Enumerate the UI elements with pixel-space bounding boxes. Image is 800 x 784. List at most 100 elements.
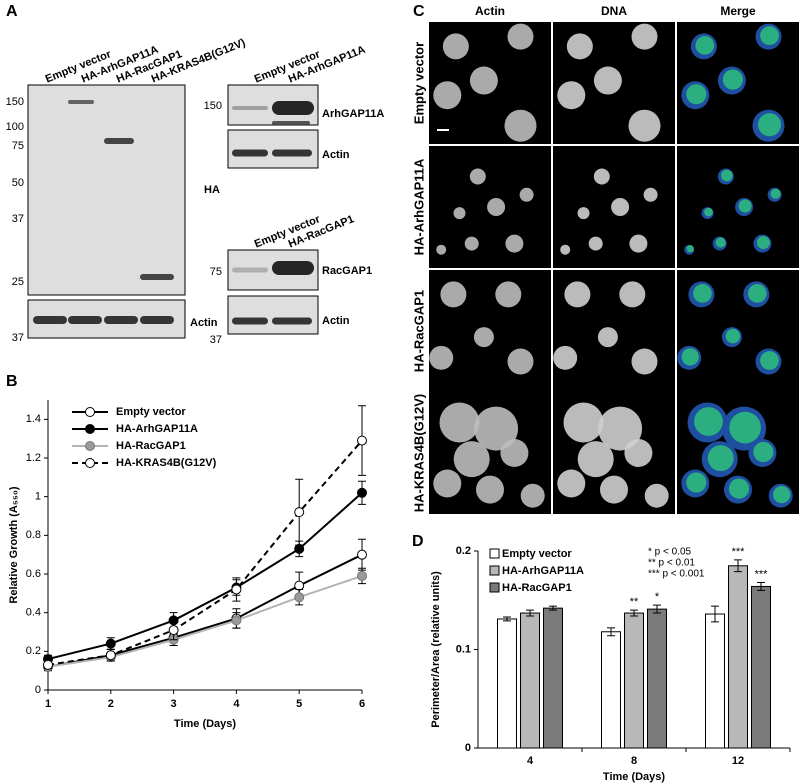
row-label: Empty vector [411, 42, 426, 124]
band-label: RacGAP1 [322, 265, 372, 277]
cell [464, 236, 479, 251]
band [68, 100, 94, 104]
y-axis-label: Perimeter/Area (relative units) [430, 571, 442, 728]
cell [433, 81, 462, 110]
data-point [294, 592, 305, 603]
data-point [231, 615, 242, 626]
cell [722, 69, 743, 90]
cell [453, 441, 490, 478]
data-point [357, 487, 367, 498]
data-point [105, 650, 116, 661]
significance-key: *** p < 0.001 [648, 569, 705, 580]
data-point [294, 507, 305, 518]
cell [628, 109, 661, 142]
x-tick-label: 12 [732, 755, 744, 767]
data-point [105, 638, 116, 649]
band [272, 261, 314, 275]
band [104, 316, 138, 324]
column-header: Actin [475, 4, 505, 18]
cell [729, 411, 761, 444]
cell [439, 402, 480, 443]
cell [725, 328, 741, 344]
data-point [294, 580, 305, 591]
band-label: Actin [322, 149, 350, 161]
band [272, 149, 312, 157]
cell [474, 406, 519, 451]
cell [500, 439, 529, 467]
y-tick-label: 1 [35, 491, 41, 503]
series-line [47, 492, 363, 661]
error-bar [734, 559, 742, 573]
blot [227, 129, 319, 169]
band [33, 316, 67, 324]
cell [760, 351, 779, 370]
legend-label: HA-RacGAP1 [502, 582, 572, 594]
legend-swatch [85, 407, 95, 417]
legend-swatch [85, 458, 95, 468]
y-tick-label: 1.4 [26, 413, 41, 425]
data-point [43, 659, 53, 670]
series-line [47, 553, 363, 668]
cell [507, 23, 534, 50]
cell [693, 284, 712, 303]
band [140, 274, 174, 280]
cell [600, 475, 628, 504]
y-tick-label: 0.2 [26, 645, 41, 657]
cell [593, 66, 622, 95]
cell [644, 483, 669, 508]
cell [519, 187, 534, 202]
cell [593, 168, 610, 185]
cell [453, 207, 466, 220]
band [232, 317, 268, 325]
error-bar [607, 627, 615, 637]
y-axis-label: Relative Growth (A₅₅₀) [8, 486, 20, 603]
cell [704, 207, 713, 217]
cell [721, 169, 733, 182]
cell [588, 236, 603, 251]
cell [504, 109, 537, 142]
cell [577, 441, 614, 478]
error-bar [630, 609, 638, 617]
band [272, 121, 310, 125]
legend-swatch [489, 548, 500, 559]
y-tick-label: 0.1 [456, 643, 471, 655]
cell [566, 33, 593, 60]
row-label: HA-KRAS4B(G12V) [411, 394, 426, 512]
y-tick-label: 0.8 [26, 529, 41, 541]
panel-label: B [6, 373, 18, 390]
x-tick-label: 8 [631, 755, 637, 767]
cell [597, 327, 618, 348]
cell [442, 33, 469, 60]
cell [469, 66, 498, 95]
y-tick-label: 0.6 [26, 568, 41, 580]
band [232, 267, 268, 273]
cell [681, 348, 699, 366]
y-tick-label: 1.2 [26, 452, 41, 464]
error-bar [711, 605, 719, 623]
panel-label: A [6, 3, 18, 20]
cell [429, 345, 454, 370]
band [140, 316, 174, 324]
legend-label: HA-ArhGAP11A [116, 423, 198, 435]
legend-label: HA-KRAS4B(G12V) [116, 457, 217, 469]
panel-label: D [412, 533, 424, 550]
blot [227, 295, 319, 335]
error-bar [526, 609, 534, 617]
mw-marker: 37 [12, 332, 24, 344]
error-bar [503, 616, 511, 622]
bar [647, 608, 667, 749]
bar [751, 585, 771, 749]
band-label: ArhGAP11A [322, 108, 384, 120]
mw-marker: 75 [12, 140, 24, 152]
y-tick-label: 0 [465, 742, 471, 754]
significance-key: ** p < 0.01 [648, 558, 695, 569]
data-point [294, 543, 305, 554]
significance-key: * p < 0.05 [648, 547, 692, 558]
cell [433, 469, 462, 498]
cell [563, 402, 604, 443]
legend-swatch [85, 441, 95, 451]
legend-swatch [489, 582, 500, 593]
cell [473, 327, 494, 348]
